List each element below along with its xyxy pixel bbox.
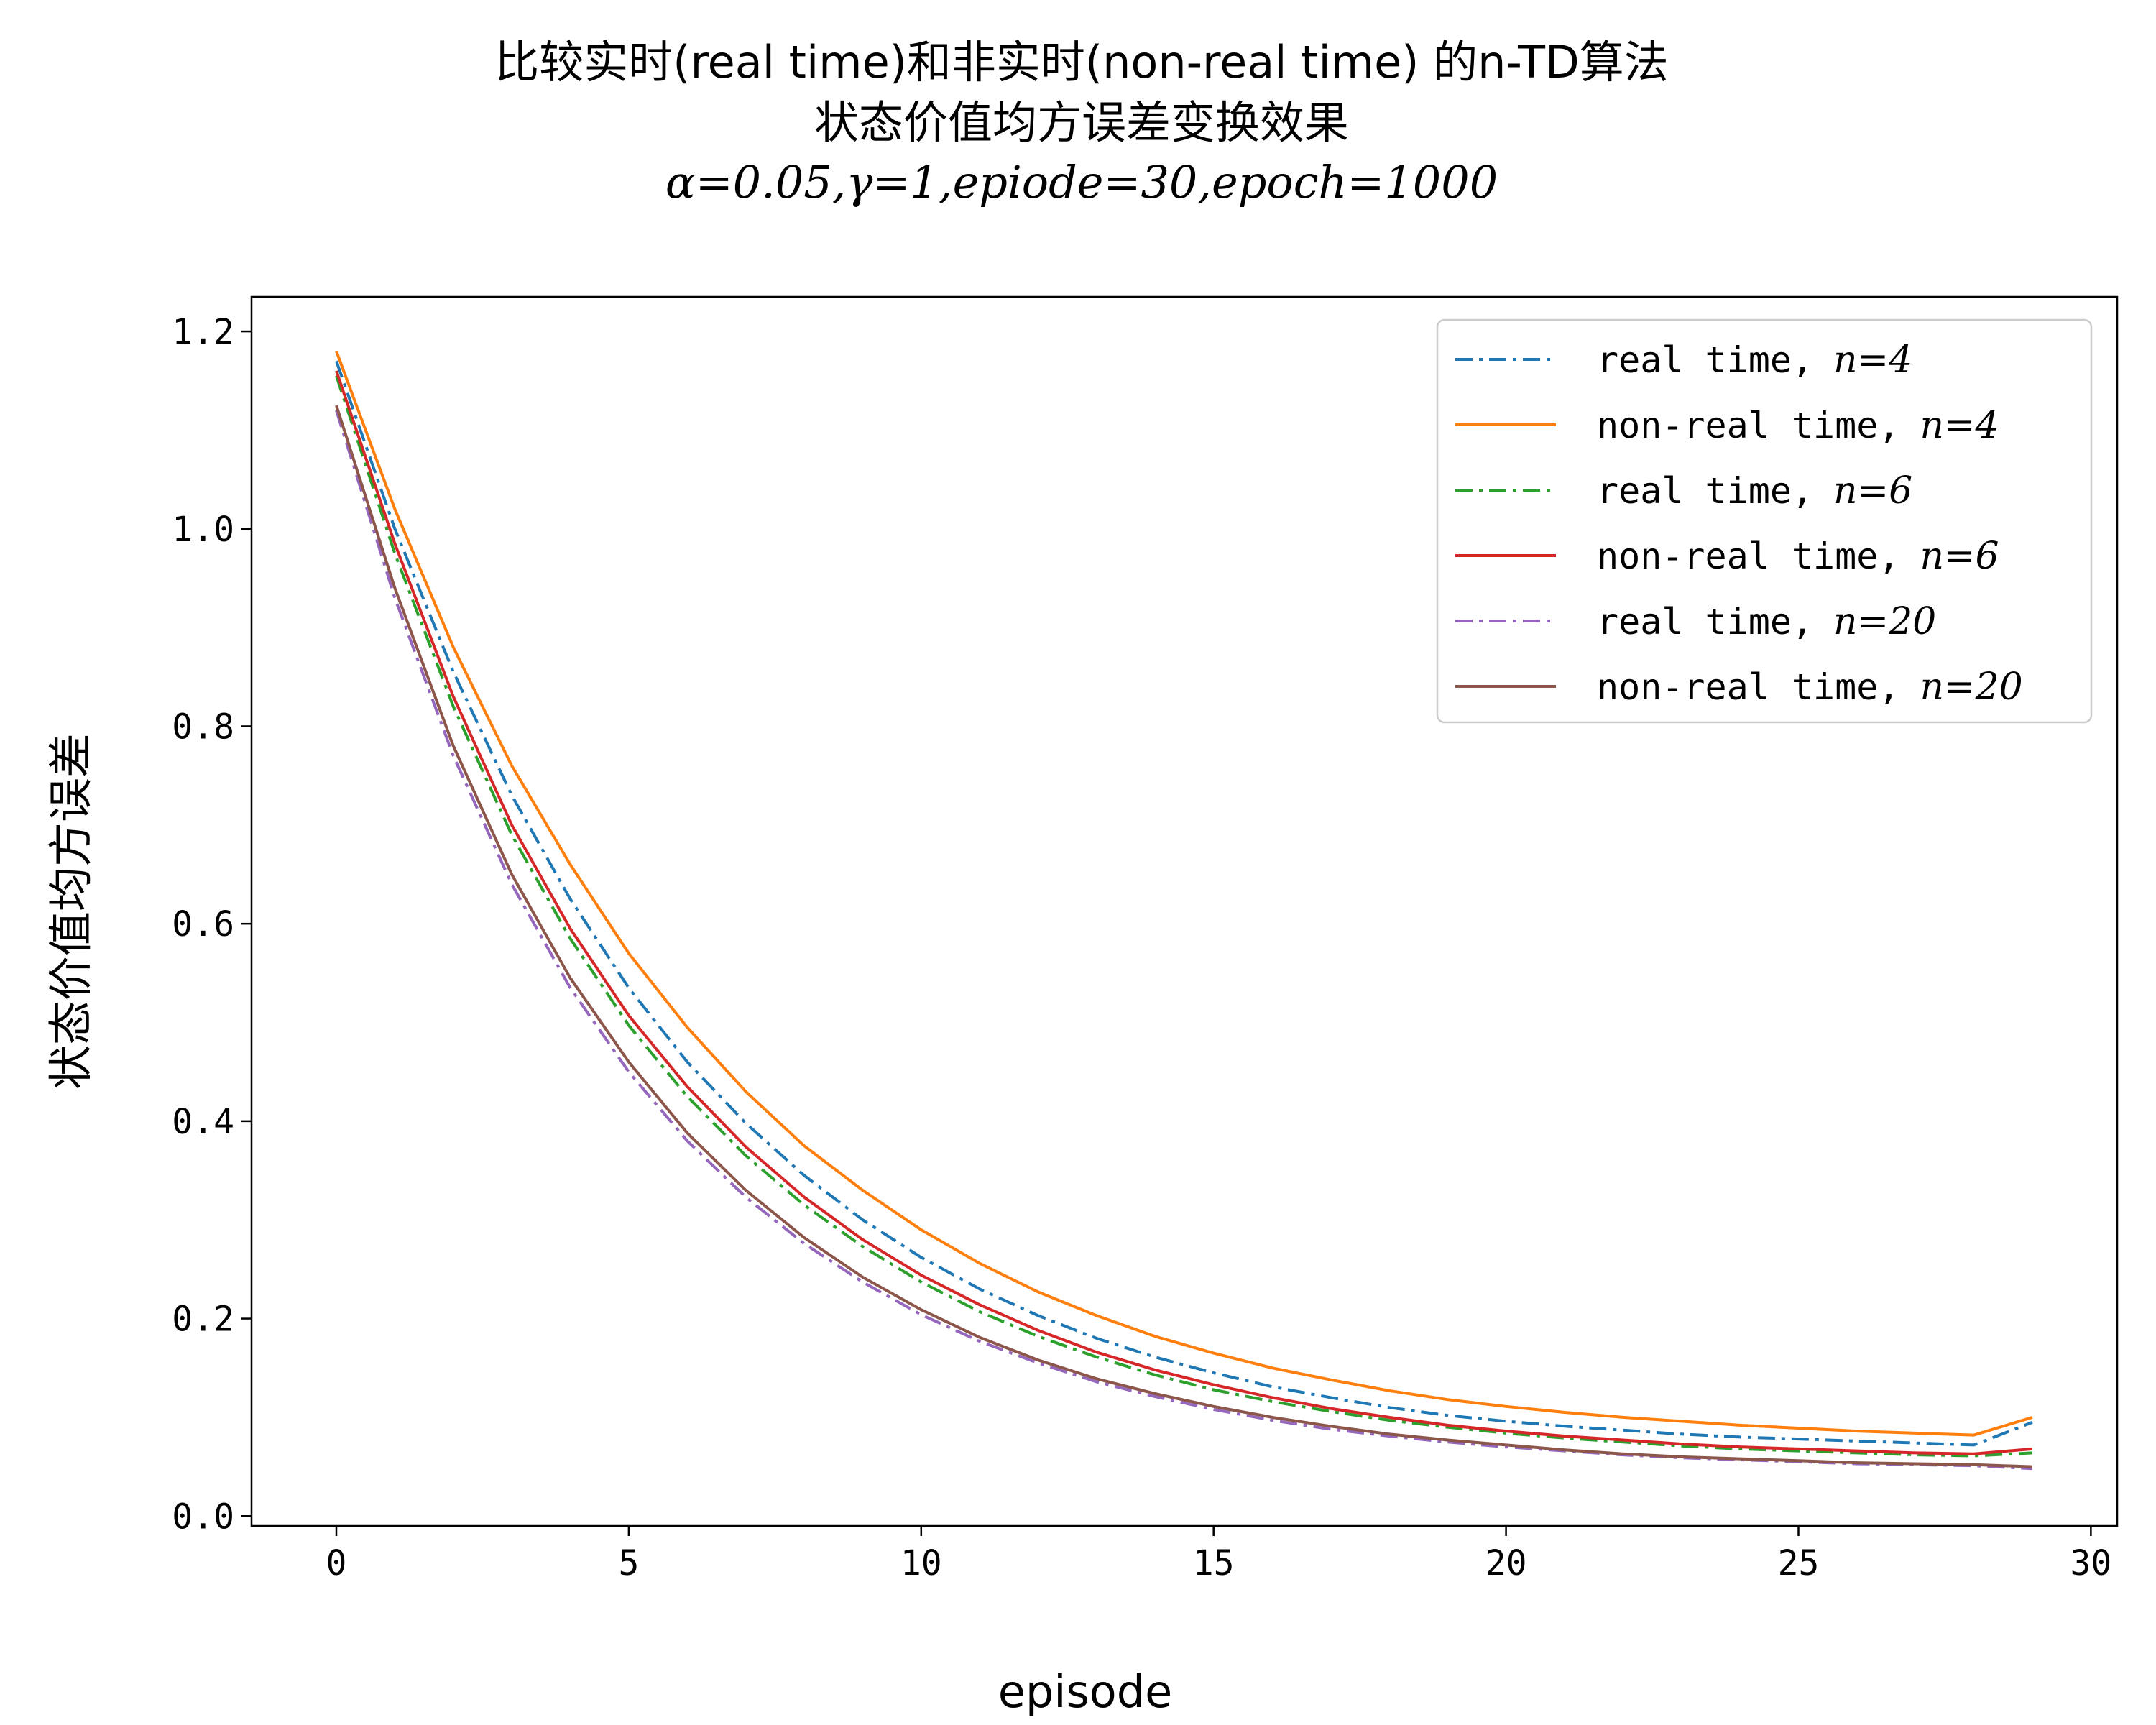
y-tick-label: 0.2 <box>172 1300 234 1340</box>
x-axis: 0 5 10 15 20 25 30 <box>326 1526 2111 1583</box>
series-line-4 <box>335 370 2033 1455</box>
series-line-3 <box>335 375 2033 1458</box>
y-tick-label: 0.8 <box>172 707 234 747</box>
legend-label: real time, <box>1597 601 1813 643</box>
legend-math: n=20 <box>1833 600 1936 643</box>
y-tick-label: 1.2 <box>172 312 234 352</box>
plot-frame <box>250 295 2119 1527</box>
y-axis-label: 状态价值均方误差 <box>45 733 97 1090</box>
legend-label: non-real time, <box>1597 405 1899 446</box>
chart-title-line2: 状态价值均方误差变换效果 <box>814 96 1349 149</box>
x-axis-label: episode <box>998 1665 1172 1718</box>
chart-title-line1: 比较实时(real time)和非实时(non-real time) 的n-TD… <box>494 36 1669 88</box>
series-line-5 <box>335 410 2033 1471</box>
x-tick-label: 25 <box>1778 1543 1820 1583</box>
legend-label: non-real time, <box>1597 535 1899 577</box>
legend-entry-2: non-real time, n=4 <box>1597 404 1999 447</box>
legend-entry-5: real time, n=20 <box>1597 600 1936 643</box>
legend-math: n=4 <box>1920 404 1999 447</box>
y-tick-label: 1.0 <box>172 510 234 550</box>
legend-math: n=6 <box>1833 469 1912 512</box>
y-tick-label: 0.4 <box>172 1102 234 1142</box>
x-tick-label: 20 <box>1485 1543 1527 1583</box>
series-line-6 <box>335 405 2033 1468</box>
legend-label: real time, <box>1597 470 1813 512</box>
legend-math: n=4 <box>1833 339 1912 382</box>
x-tick-label: 30 <box>2070 1543 2111 1583</box>
series-line-1 <box>335 360 2033 1447</box>
series-line-2 <box>335 350 2033 1437</box>
x-tick-label: 15 <box>1193 1543 1235 1583</box>
legend-entry-1: real time, n=4 <box>1597 339 1912 382</box>
x-tick-label: 5 <box>618 1543 639 1583</box>
x-tick-label: 10 <box>900 1543 942 1583</box>
legend-label: real time, <box>1597 339 1813 381</box>
plot-series <box>335 350 2033 1471</box>
legend-math: n=6 <box>1920 535 1999 578</box>
legend-math: n=20 <box>1920 666 2022 709</box>
chart-subtitle: α=0.05,γ=1,epiode=30,epoch=1000 <box>665 156 1498 208</box>
legend-entry-6: non-real time, n=20 <box>1597 666 2023 709</box>
legend-entry-4: non-real time, n=6 <box>1597 535 1999 578</box>
x-tick-label: 0 <box>326 1543 347 1583</box>
legend-entry-3: real time, n=6 <box>1597 469 1912 512</box>
legend-label: non-real time, <box>1597 666 1899 708</box>
y-tick-label: 0.0 <box>172 1496 234 1537</box>
legend-box <box>1436 318 2093 724</box>
y-axis: 0.0 0.2 0.4 0.6 0.8 1.0 1.2 <box>172 312 252 1537</box>
y-tick-label: 0.6 <box>172 904 234 944</box>
